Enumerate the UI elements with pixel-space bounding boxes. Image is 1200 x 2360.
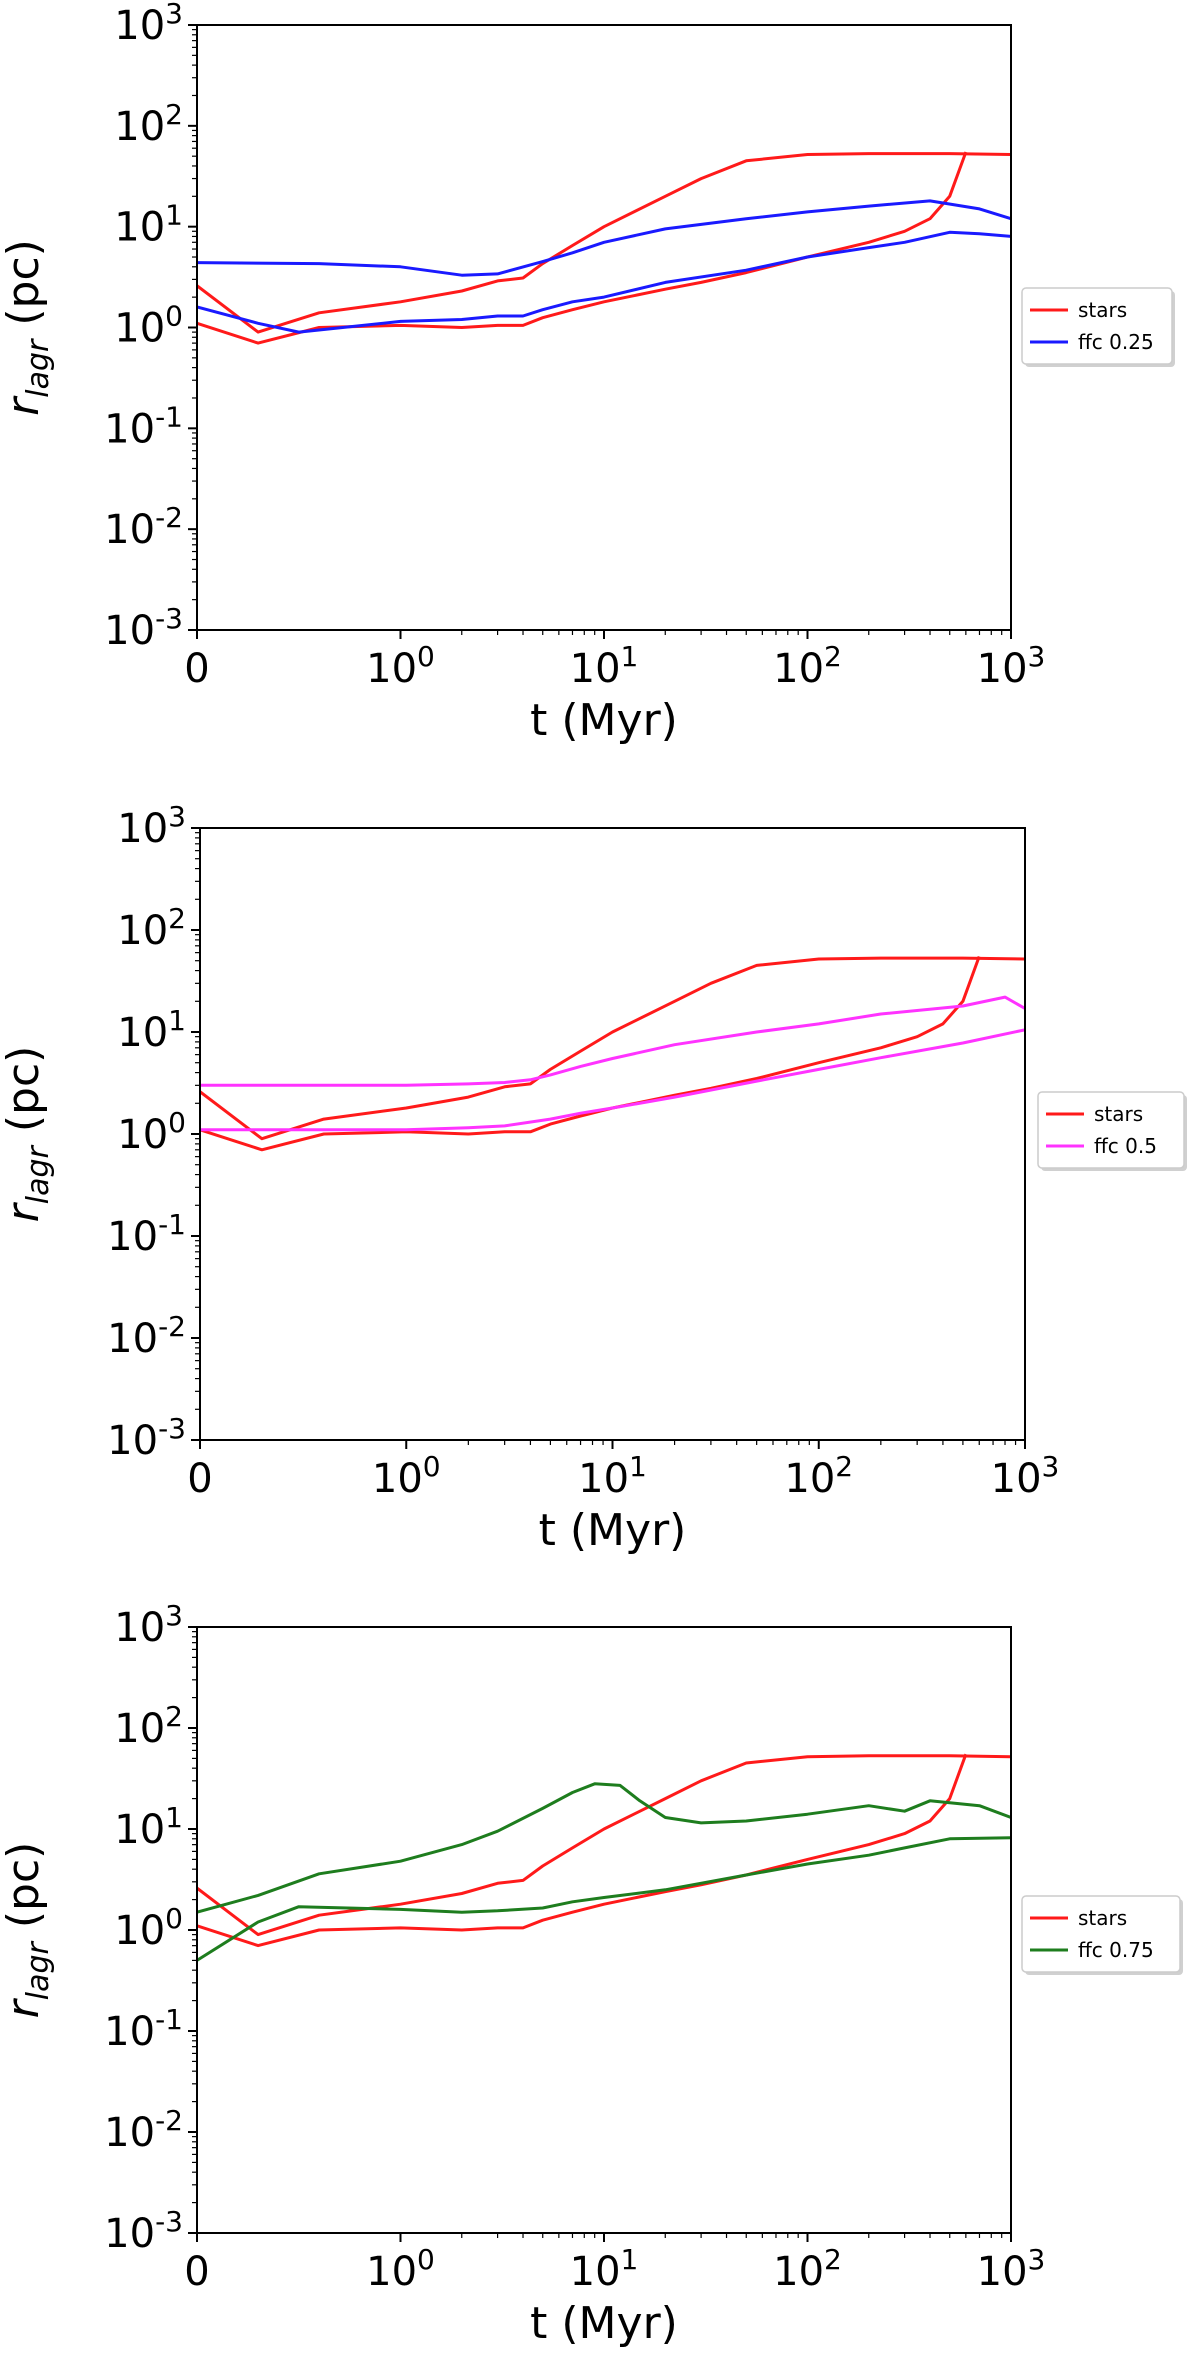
- series-line-ffc-0-5-3: [200, 1028, 1025, 1132]
- x-tick-label: 0: [187, 1456, 212, 1502]
- series-line-stars-1: [197, 1753, 968, 1948]
- y-axis-label: rlagr (pc): [0, 1842, 56, 2019]
- legend: stars ffc 0.75: [1021, 1895, 1183, 1975]
- x-tick-label: 0: [184, 2249, 209, 2295]
- x-axis-label: t (Myr): [530, 2298, 678, 2349]
- series-line-ffc-0-5-2: [200, 995, 1025, 1087]
- y-tick-label: 102: [114, 1700, 183, 1752]
- y-tick-label: 10-2: [107, 1310, 186, 1362]
- plot-area: [197, 1753, 1011, 1962]
- series-line-stars-0: [200, 956, 1025, 1141]
- y-tick-label: 10-2: [104, 2104, 183, 2156]
- y-tick-label: 103: [117, 800, 186, 852]
- y-tick-label: 10-2: [104, 501, 183, 553]
- x-tick-label: 103: [991, 1450, 1060, 1502]
- x-tick-label: 100: [372, 1450, 441, 1502]
- x-tick-label: 102: [773, 2243, 842, 2295]
- y-tick-label: 10-3: [104, 602, 183, 654]
- y-tick-label: 103: [114, 0, 183, 49]
- x-tick-label: 101: [570, 640, 639, 692]
- legend: stars ffc 0.25: [1021, 287, 1175, 367]
- legend-label: ffc 0.25: [1078, 330, 1154, 354]
- series-line-stars-0: [197, 152, 1011, 334]
- x-tick-label: 100: [366, 2243, 435, 2295]
- x-axis-label: t (Myr): [530, 695, 678, 746]
- y-tick-label: 102: [114, 98, 183, 150]
- x-tick-label: 0: [184, 646, 209, 692]
- y-tick-label: 102: [117, 902, 186, 954]
- legend-label: ffc 0.75: [1078, 1938, 1154, 1962]
- series-line-ffc-0-75-3: [197, 1836, 1011, 1962]
- panel-middle: 10-3 10-2 10-1 100 101 102 103 0 100 101 102 103 t (…: [0, 800, 1187, 1556]
- x-tick-label: 103: [977, 640, 1046, 692]
- legend-box: [1037, 1091, 1185, 1169]
- legend-label: stars: [1094, 1102, 1143, 1126]
- x-tick-label: 101: [570, 2243, 639, 2295]
- legend-label: stars: [1078, 1906, 1127, 1930]
- y-tick-label: 100: [114, 1902, 183, 1954]
- y-axis-label: rlagr (pc): [0, 1046, 56, 1223]
- y-tick-label: 10-1: [107, 1208, 186, 1260]
- y-tick-label: 101: [114, 199, 183, 251]
- x-tick-label: 101: [578, 1450, 647, 1502]
- y-tick-label: 10-3: [104, 2205, 183, 2257]
- y-tick-label: 103: [114, 1599, 183, 1651]
- plot-area: [200, 955, 1025, 1152]
- legend-label: stars: [1078, 298, 1127, 322]
- plot-area: [197, 151, 1011, 345]
- legend: stars ffc 0.5: [1037, 1091, 1187, 1171]
- legend-label: ffc 0.5: [1094, 1134, 1157, 1158]
- series-line-ffc-0-75-2: [197, 1782, 1011, 1914]
- y-tick-label: 101: [117, 1004, 186, 1056]
- x-tick-label: 100: [366, 640, 435, 692]
- series-line-ffc-0-25-3: [197, 230, 1011, 334]
- panel-top: 10-3 10-2 10-1 100 101 102 103 0 100 101 102 103 t (…: [0, 0, 1175, 746]
- panel-bottom: 10-3 10-2 10-1 100 101 102 103 0 100 101 102 103 t (…: [0, 1599, 1183, 2349]
- series-line-ffc-0-25-2: [197, 199, 1011, 277]
- x-tick-label: 102: [773, 640, 842, 692]
- y-tick-label: 101: [114, 1801, 183, 1853]
- x-axis-label: t (Myr): [539, 1505, 687, 1556]
- x-tick-label: 102: [784, 1450, 853, 1502]
- y-axis-label: rlagr (pc): [0, 239, 56, 416]
- y-tick-label: 10-1: [104, 400, 183, 452]
- y-tick-label: 100: [117, 1106, 186, 1158]
- series-line-stars-1: [197, 151, 968, 345]
- x-tick-label: 103: [977, 2243, 1046, 2295]
- y-tick-label: 10-1: [104, 2003, 183, 2055]
- y-tick-label: 100: [114, 300, 183, 352]
- legend-box: [1021, 1895, 1181, 1973]
- legend-box: [1021, 287, 1173, 365]
- y-tick-label: 10-3: [107, 1412, 186, 1464]
